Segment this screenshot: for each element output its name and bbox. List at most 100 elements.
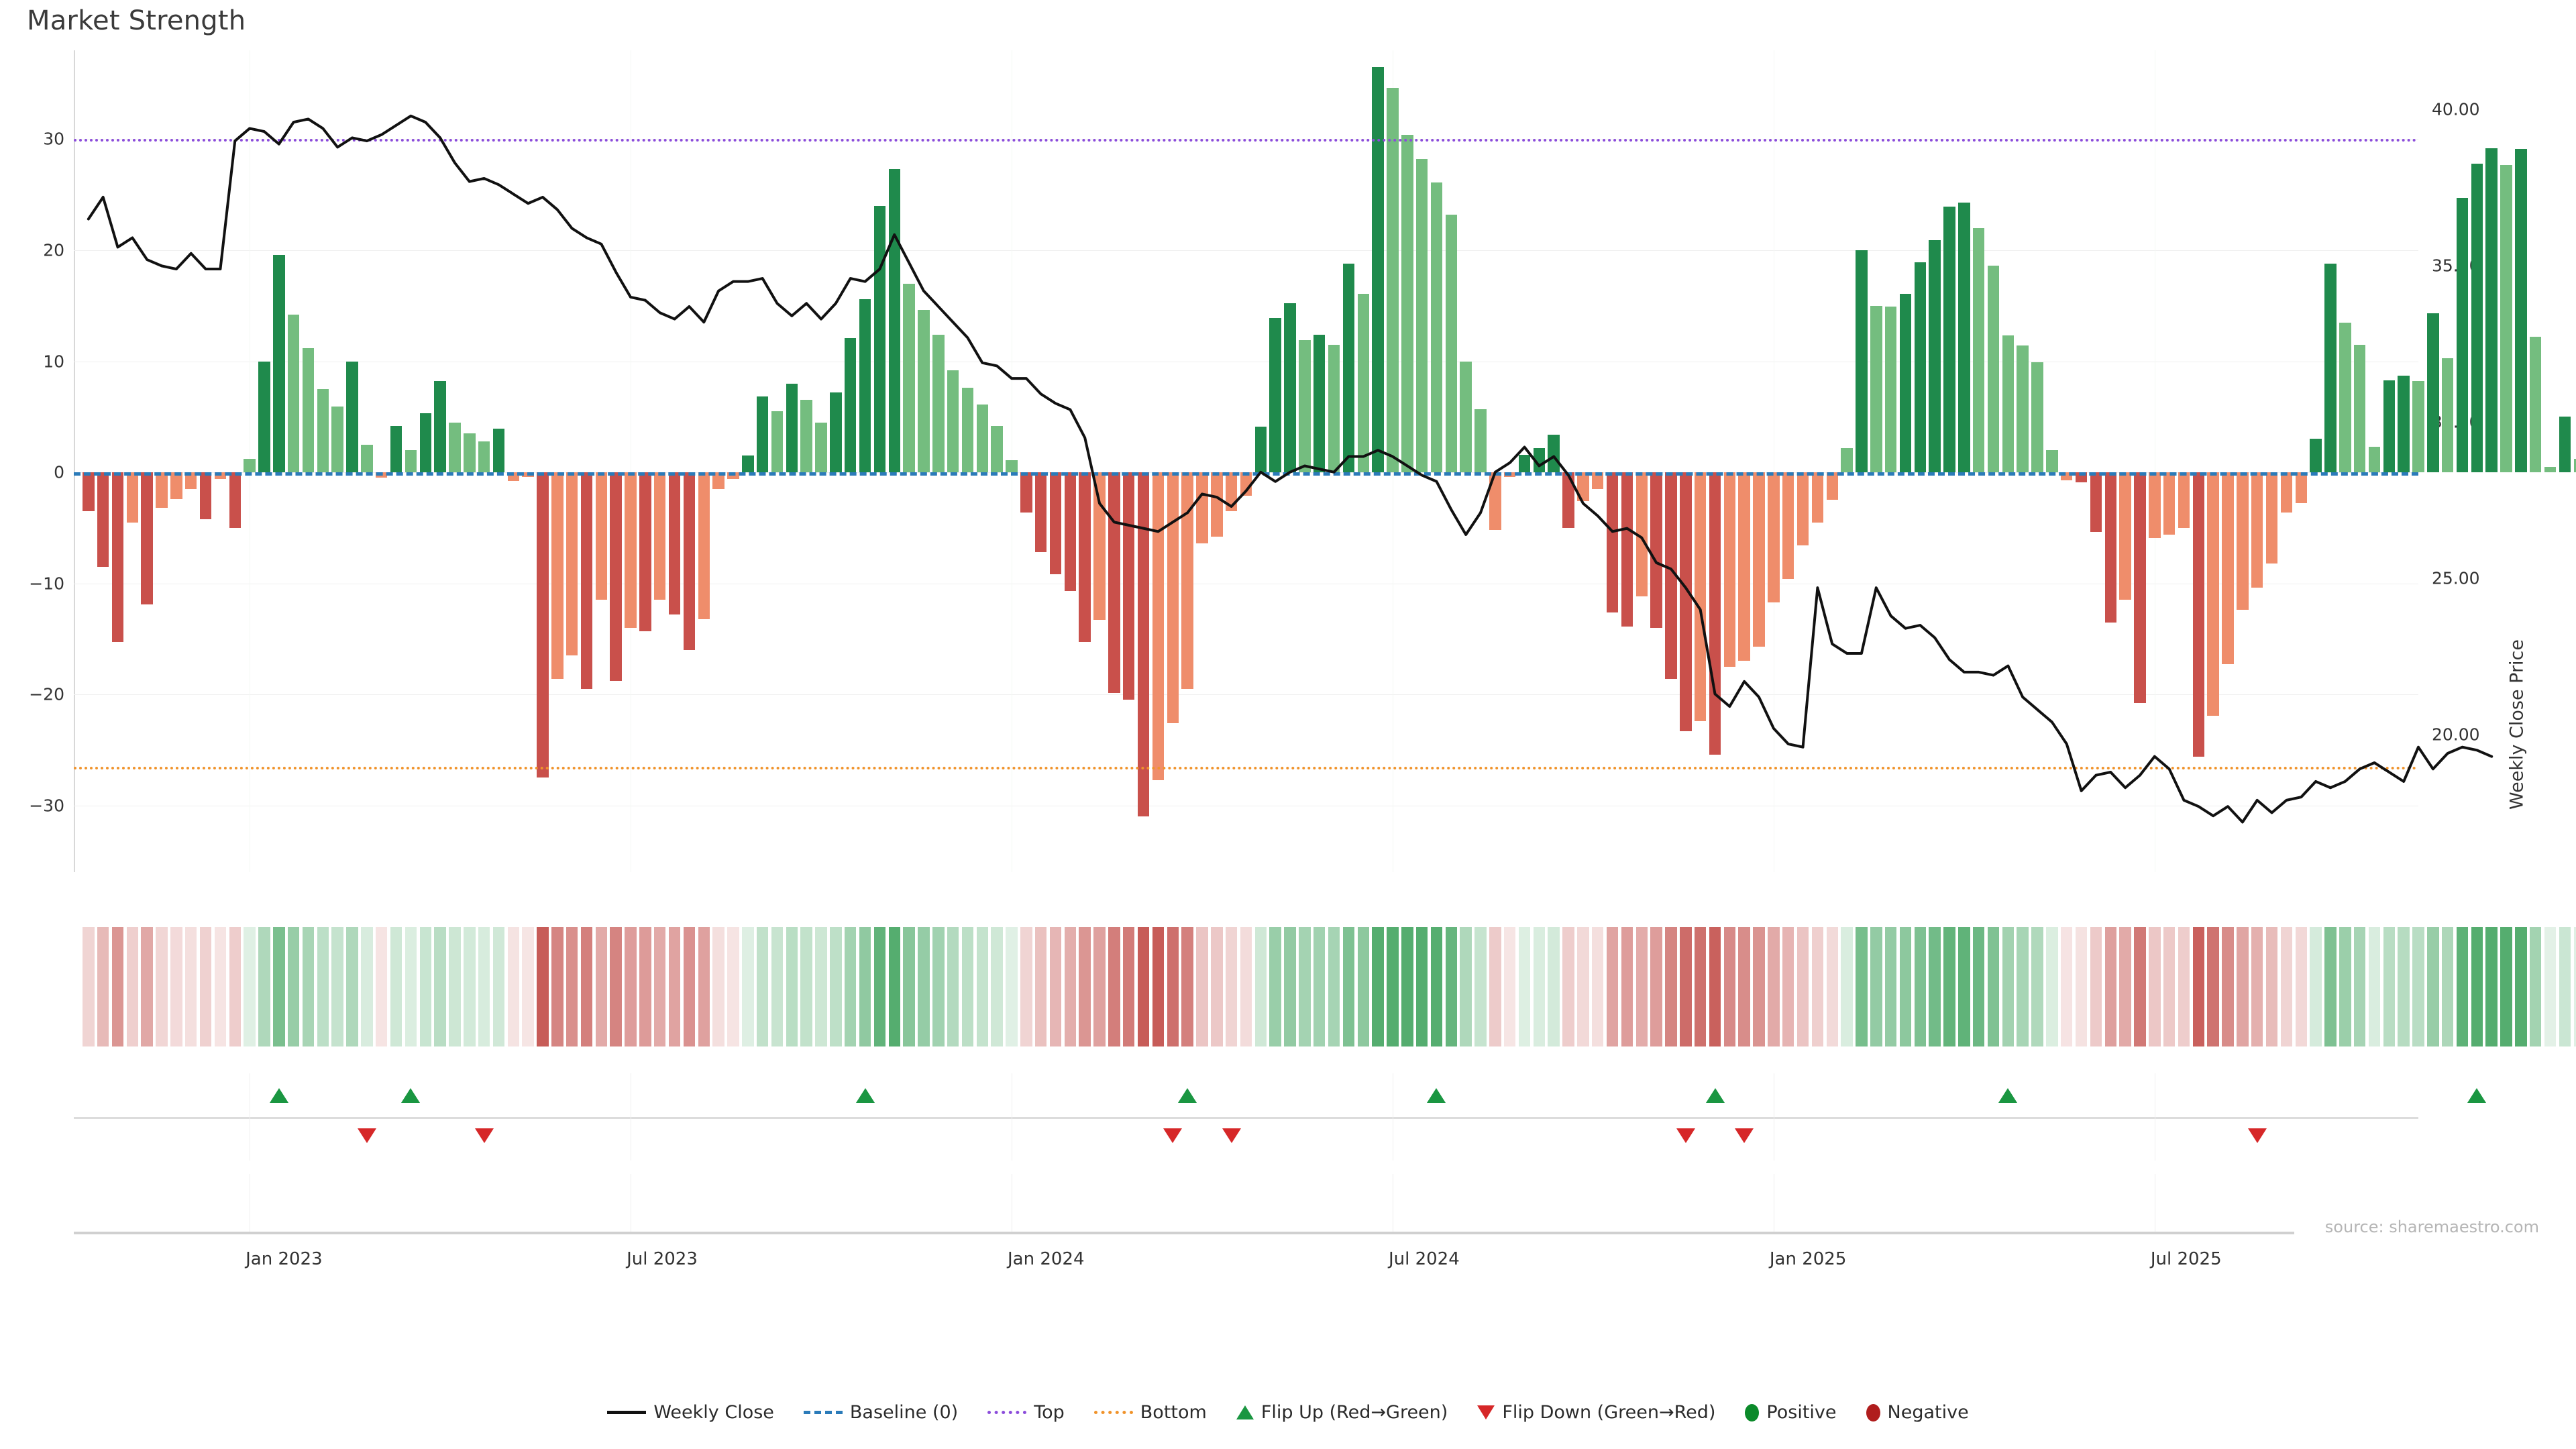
strength-bar: [1342, 263, 1355, 473]
flip-up-marker[interactable]: [269, 1088, 288, 1103]
bottom-axis: [74, 1174, 2418, 1234]
flip-down-marker[interactable]: [2247, 1128, 2267, 1143]
heatmap-cell: [1489, 927, 1501, 1046]
heatmap-cell: [317, 927, 329, 1046]
strength-bar: [1972, 227, 1985, 473]
heatmap-cell: [2075, 927, 2088, 1046]
heatmap-cell: [1196, 927, 1208, 1046]
legend-item[interactable]: Negative: [1866, 1402, 1969, 1423]
strength-bar: [1548, 434, 1560, 473]
strength-bar: [2500, 164, 2512, 473]
heatmap-cell: [2192, 927, 2205, 1046]
heatmap-cell: [1020, 927, 1032, 1046]
legend-item[interactable]: Positive: [1745, 1402, 1837, 1423]
heatmap-cell: [2412, 927, 2424, 1046]
heatmap-cell: [419, 927, 431, 1046]
heatmap-cell: [1811, 927, 1824, 1046]
legend-item[interactable]: Flip Down (Green→Red): [1477, 1402, 1715, 1423]
heatmap-cell: [888, 927, 900, 1046]
strength-bar: [302, 347, 315, 473]
heatmap-cell: [1387, 927, 1399, 1046]
strength-bar: [1826, 472, 1838, 500]
strength-bar: [1606, 472, 1619, 612]
heatmap-cell: [2441, 927, 2454, 1046]
circle-darkred-icon: [1866, 1403, 1880, 1421]
heatmap-cell: [859, 927, 871, 1046]
flip-up-marker[interactable]: [1178, 1088, 1197, 1103]
legend-item[interactable]: Flip Up (Red→Green): [1236, 1402, 1448, 1423]
legend-item[interactable]: Bottom: [1093, 1402, 1207, 1423]
heatmap-cell: [2237, 927, 2249, 1046]
strength-bar: [2427, 313, 2439, 473]
heatmap-cell: [2544, 927, 2557, 1046]
strength-bar: [449, 422, 461, 473]
flip-up-marker[interactable]: [855, 1088, 875, 1103]
strength-bar: [639, 472, 651, 631]
strength-bar: [610, 472, 622, 682]
bottom-axis-spine: [74, 1232, 2294, 1234]
flip-down-marker[interactable]: [1222, 1128, 1241, 1143]
heatmap-cell: [1562, 927, 1574, 1046]
strength-bar: [2324, 263, 2337, 473]
strength-bar: [390, 425, 402, 473]
strength-bar: [698, 472, 710, 619]
strength-bar: [537, 472, 549, 778]
legend-label: Weekly Close: [653, 1402, 774, 1423]
heatmap-cell: [742, 927, 754, 1046]
strength-bar: [903, 283, 915, 473]
heatmap-cell: [2280, 927, 2293, 1046]
heatmap-cell: [654, 927, 666, 1046]
heatmap-cell: [1093, 927, 1106, 1046]
flip-down-marker[interactable]: [1676, 1128, 1695, 1143]
strength-bar: [786, 383, 798, 473]
flip-up-marker[interactable]: [1705, 1088, 1725, 1103]
strength-bar: [1254, 427, 1267, 473]
strength-bar: [1079, 472, 1091, 643]
left-tick-label: 20: [43, 240, 64, 260]
strength-bar: [1621, 472, 1633, 627]
flip-down-marker[interactable]: [1735, 1128, 1754, 1143]
flip-up-marker[interactable]: [2467, 1088, 2487, 1103]
heatmap-cell: [1592, 927, 1604, 1046]
strength-bar: [654, 472, 666, 600]
heatmap-cell: [2573, 927, 2576, 1046]
strength-bar: [595, 472, 608, 600]
heatmap-cell: [141, 927, 153, 1046]
strength-bar: [2265, 472, 2278, 564]
flip-up-marker[interactable]: [1427, 1088, 1446, 1103]
main-chart-axes: 30 20 10 0 −10 −20 −30 40.00 35.00 30.00 25.00 20.…: [29, 50, 2576, 872]
strength-heatmap-strip: [74, 927, 2576, 1046]
legend-item[interactable]: Weekly Close: [607, 1402, 774, 1423]
flip-up-marker[interactable]: [1998, 1088, 2018, 1103]
strength-bar: [800, 400, 812, 473]
heatmap-cell: [668, 927, 681, 1046]
heatmap-cell: [1856, 927, 1868, 1046]
line-solid-icon: [607, 1411, 647, 1414]
heatmap-cell: [1680, 927, 1692, 1046]
flip-axis-midline: [74, 1117, 2418, 1119]
heatmap-cell: [2207, 927, 2219, 1046]
heatmap-cell: [727, 927, 739, 1046]
heatmap-cell: [580, 927, 593, 1046]
gridline-h: [74, 250, 2418, 251]
strength-bar: [1723, 472, 1736, 667]
heatmap-cell: [1401, 927, 1413, 1046]
heatmap-cell: [1548, 927, 1560, 1046]
legend-label: Top: [1034, 1402, 1065, 1423]
flip-down-marker[interactable]: [474, 1128, 494, 1143]
strength-bar: [1196, 472, 1208, 543]
flip-up-marker[interactable]: [401, 1088, 421, 1103]
strength-bar: [1929, 240, 1941, 473]
heatmap-cell: [1958, 927, 1970, 1046]
strength-bar: [2222, 472, 2234, 665]
strength-bar: [2134, 472, 2146, 704]
flip-down-marker[interactable]: [357, 1128, 376, 1143]
strength-bar: [1372, 66, 1384, 473]
flip-down-marker[interactable]: [1163, 1128, 1183, 1143]
heatmap-cell: [1313, 927, 1326, 1046]
strength-bar: [1034, 472, 1047, 553]
legend-item[interactable]: Baseline (0): [803, 1402, 958, 1423]
heatmap-cell: [1225, 927, 1238, 1046]
legend-item[interactable]: Top: [987, 1402, 1065, 1423]
heatmap-cell: [1299, 927, 1311, 1046]
